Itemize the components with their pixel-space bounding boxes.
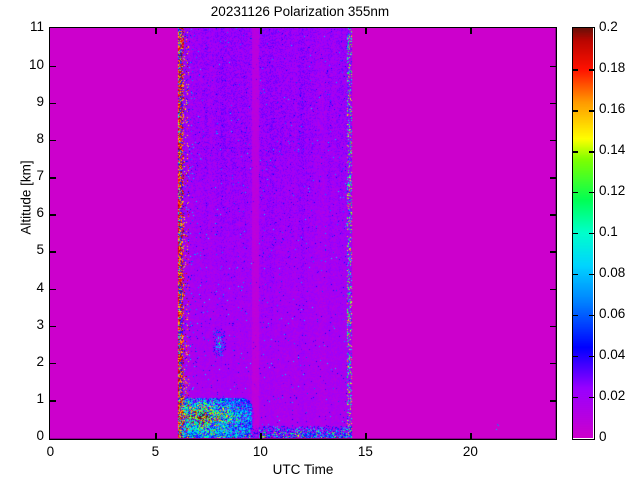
colorbar-gradient: [573, 28, 593, 438]
y-tick-left: [50, 251, 57, 253]
x-tick-top: [260, 28, 262, 35]
x-tick-bottom: [365, 432, 367, 439]
y-tick-left: [50, 214, 57, 216]
y-tick-label: 10: [28, 56, 44, 72]
y-tick-left: [50, 288, 57, 291]
y-tick-right: [549, 363, 556, 365]
colorbar-tick: [573, 69, 579, 71]
y-tick-right: [549, 139, 556, 142]
colorbar-tick: [588, 110, 594, 112]
colorbar-tick: [588, 355, 594, 358]
y-tick-left: [50, 139, 57, 142]
x-tick-bottom: [155, 432, 157, 439]
y-tick-label: 9: [36, 93, 44, 109]
x-tick-top: [470, 28, 472, 35]
colorbar[interactable]: [572, 27, 595, 440]
colorbar-tick-label: 0: [599, 428, 607, 444]
x-tick-label: 10: [252, 444, 268, 459]
colorbar-tick: [573, 314, 579, 317]
colorbar-tick: [588, 69, 594, 71]
y-tick-label: 8: [36, 130, 44, 146]
colorbar-tick: [573, 396, 579, 399]
colorbar-tick: [588, 151, 594, 153]
colorbar-tick: [573, 192, 579, 194]
colorbar-tick-label: 0.16: [599, 101, 626, 117]
heatmap-canvas: [50, 28, 555, 438]
colorbar-tick-label: 0.08: [599, 264, 626, 280]
y-tick-right: [549, 177, 556, 179]
y-tick-label: 3: [36, 316, 44, 332]
colorbar-tick-label: 0.2: [599, 19, 618, 35]
y-tick-left: [50, 177, 57, 179]
y-tick-left: [50, 65, 57, 67]
y-tick-right: [549, 65, 556, 67]
x-tick-bottom: [260, 432, 262, 439]
y-tick-left: [50, 363, 57, 365]
x-tick-label: 20: [462, 444, 478, 459]
y-tick-right: [549, 400, 556, 402]
colorbar-tick: [588, 396, 594, 399]
colorbar-tick-label: 0.06: [599, 305, 626, 321]
y-tick-label: 6: [36, 205, 44, 221]
y-tick-right: [549, 325, 556, 328]
colorbar-tick-label: 0.1: [599, 224, 618, 239]
x-tick-label: 0: [46, 444, 55, 459]
page-title: 20231126 Polarization 355nm: [210, 4, 390, 19]
y-tick-left: [50, 325, 57, 328]
y-tick-label: 0: [36, 428, 44, 444]
colorbar-tick: [588, 273, 594, 276]
colorbar-tick: [573, 151, 579, 153]
y-tick-label: 5: [36, 242, 44, 258]
y-tick-label: 11: [29, 19, 44, 35]
y-tick-right: [549, 102, 556, 105]
heatmap-plot-area[interactable]: [49, 27, 557, 440]
colorbar-tick-label: 0.02: [599, 387, 626, 403]
y-tick-right: [549, 251, 556, 253]
y-tick-label: 4: [36, 279, 44, 295]
colorbar-tick: [588, 192, 594, 194]
y-tick-left: [50, 400, 57, 402]
x-axis-label: UTC Time: [272, 462, 334, 477]
colorbar-tick-label: 0.12: [599, 183, 626, 199]
colorbar-tick-label: 0.14: [599, 142, 626, 158]
colorbar-tick: [573, 273, 579, 276]
y-tick-label: 1: [36, 391, 44, 407]
colorbar-tick: [573, 355, 579, 358]
colorbar-tick: [588, 233, 594, 235]
colorbar-tick-label: 0.04: [599, 346, 626, 362]
y-tick-label: 7: [36, 168, 44, 184]
x-tick-label: 15: [357, 444, 373, 459]
x-tick-top: [155, 28, 157, 35]
colorbar-tick: [573, 110, 579, 112]
y-tick-label: 2: [36, 354, 44, 370]
y-tick-left: [50, 102, 57, 105]
x-tick-label: 5: [151, 444, 160, 459]
y-tick-right: [549, 288, 556, 291]
y-tick-right: [549, 214, 556, 216]
colorbar-tick: [573, 233, 579, 235]
x-tick-top: [365, 28, 367, 35]
colorbar-tick-label: 0.18: [599, 60, 626, 76]
x-tick-bottom: [470, 432, 472, 439]
colorbar-tick: [588, 314, 594, 317]
